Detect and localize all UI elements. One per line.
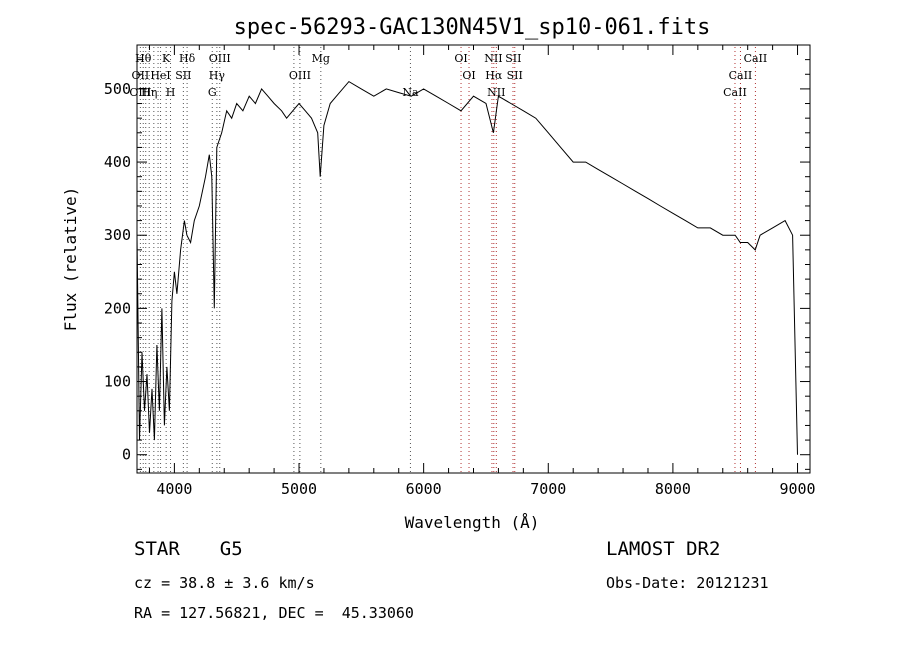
x-axis-label: Wavelength (Å) [405, 513, 540, 532]
line-label-11: SII [175, 69, 191, 82]
line-label-0: Hθ [135, 52, 152, 65]
y-tick-label: 0 [122, 446, 131, 464]
object-subclass: G5 [219, 538, 243, 560]
line-label-4: Mg [312, 52, 330, 65]
line-label-22: Na [402, 86, 419, 99]
redshift-velocity: cz = 38.8 ± 3.6 km/s [134, 574, 315, 592]
line-label-8: CaII [744, 52, 768, 65]
chart-title: spec-56293-GAC130N45V1_sp10-061.fits [234, 15, 711, 40]
line-label-2: Hδ [179, 52, 196, 65]
line-label-9: OII [132, 69, 150, 82]
line-label-12: Hγ [209, 69, 226, 82]
line-label-7: SII [505, 52, 521, 65]
line-label-20: H [166, 86, 176, 99]
line-label-24: CaII [723, 86, 747, 99]
y-axis-label: Flux (relative) [61, 187, 80, 332]
line-label-21: G [208, 86, 217, 99]
y-tick-label: 100 [104, 373, 131, 391]
y-tick-label: 500 [104, 80, 131, 98]
axis-ticks: 4000 5000 6000 7000 8000 9000 0 100 200 300 400 500 [104, 45, 816, 498]
x-tick-label: 6000 [406, 480, 442, 498]
line-label-10: HeI [150, 69, 170, 82]
line-label-14: OI [462, 69, 475, 82]
object-classification: STAR G5 [134, 538, 243, 560]
observation-date: Obs-Date: 20121231 [606, 574, 769, 592]
spectrum-line [136, 80, 798, 455]
line-label-19: Hη [141, 86, 157, 99]
line-label-3: OIII [209, 52, 231, 65]
x-tick-label: 8000 [655, 480, 691, 498]
x-tick-label: 5000 [281, 480, 317, 498]
coordinates: RA = 127.56821, DEC = 45.33060 [134, 604, 414, 622]
line-label-13: OIII [289, 69, 311, 82]
line-label-16: SII [507, 69, 523, 82]
line-label-23: NII [487, 86, 505, 99]
x-tick-label: 4000 [156, 480, 192, 498]
plot-frame [136, 44, 811, 474]
line-label-5: OI [454, 52, 467, 65]
y-tick-label: 200 [104, 299, 131, 317]
line-label-6: NII [484, 52, 502, 65]
line-label-1: K [162, 52, 171, 65]
y-tick-label: 300 [104, 226, 131, 244]
y-tick-label: 400 [104, 153, 131, 171]
line-label-17: CaII [729, 69, 753, 82]
x-tick-label: 7000 [530, 480, 566, 498]
spectral-line-markers [139, 47, 756, 472]
object-class: STAR [134, 538, 180, 560]
x-tick-label: 9000 [779, 480, 815, 498]
survey-name: LAMOST DR2 [606, 538, 721, 560]
line-label-15: Hα [485, 69, 503, 82]
